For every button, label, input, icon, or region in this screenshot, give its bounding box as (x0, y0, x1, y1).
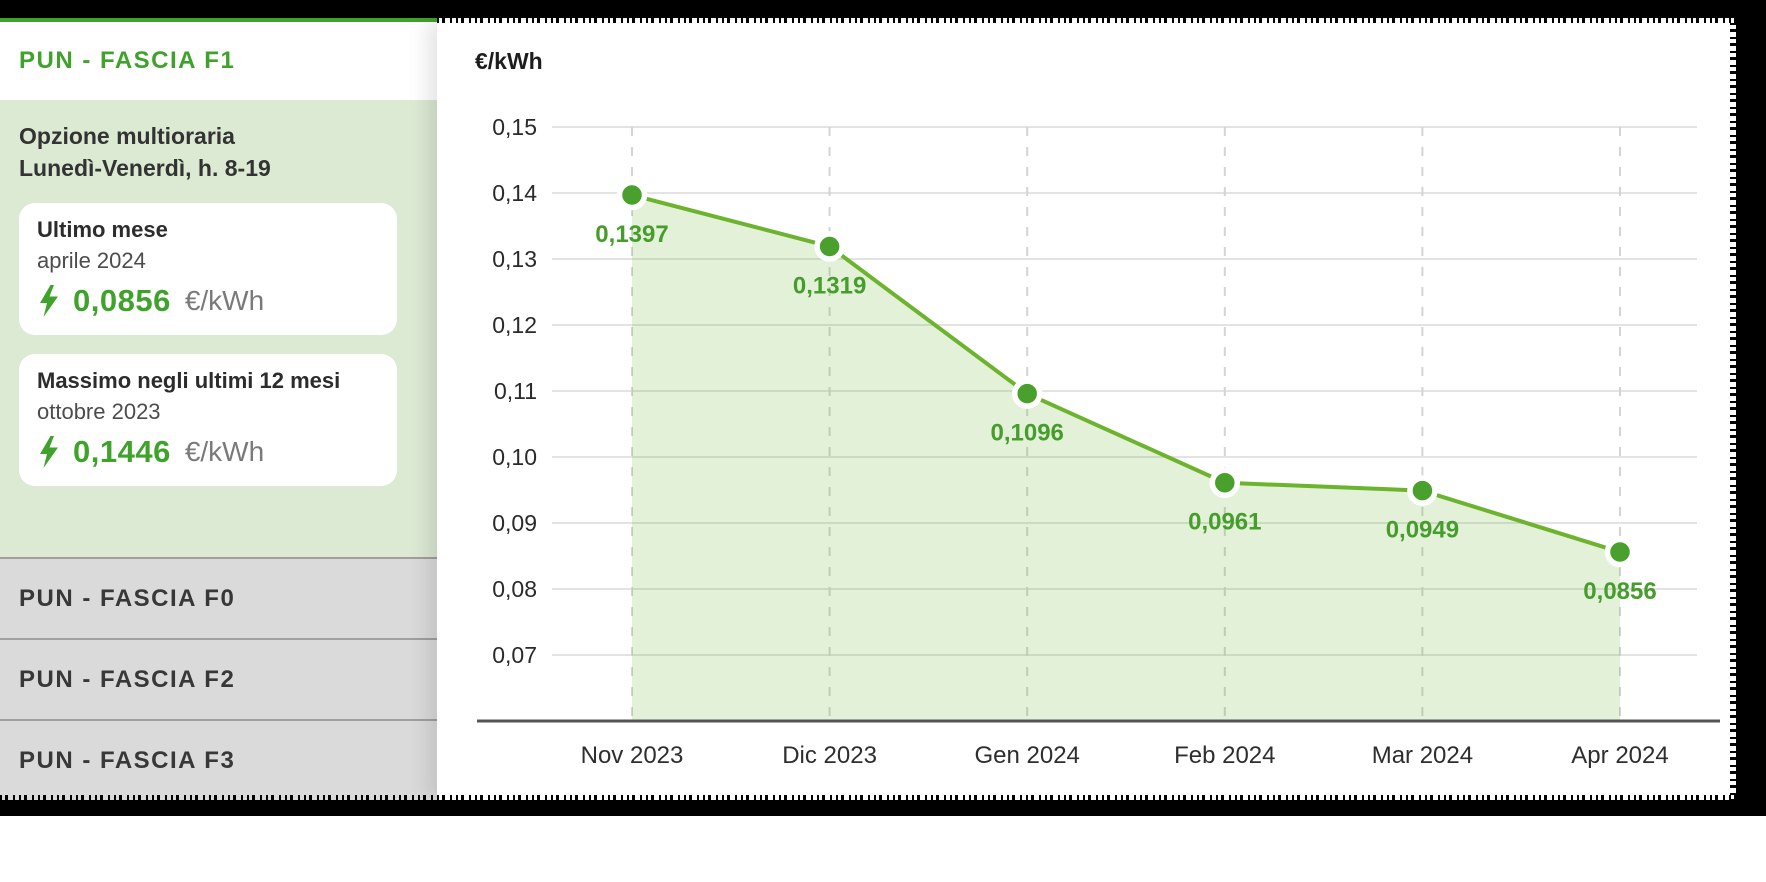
data-point-label: 0,0949 (1386, 517, 1459, 544)
card-title: Ultimo mese (37, 217, 168, 242)
price-chart-card: €/kWh 0,15 0,14 0,13 0,12 0,11 0,10 0,09 0,08 0,… (437, 20, 1737, 800)
lightning-bolt-icon (40, 436, 58, 468)
tab-label: PUN - FASCIA F0 (19, 584, 236, 612)
price-unit: €/kWh (184, 436, 265, 467)
tab-label: PUN - FASCIA F1 (19, 47, 236, 74)
price-value: 0,0856 (73, 283, 171, 318)
torn-edge-noise (1730, 0, 1736, 816)
lightning-bolt-icon (40, 285, 58, 317)
data-point[interactable] (1209, 467, 1241, 498)
card-value-row: 0,0856 €/kWh (37, 283, 379, 319)
y-axis-tick-label: 0,14 (492, 180, 537, 206)
fascia-tabs-sidebar: PUN - FASCIA F1 Opzione multioraria Lune… (0, 18, 437, 800)
torn-edge-top (0, 0, 1766, 18)
tab-pun-fascia-f3[interactable]: PUN - FASCIA F3 (0, 719, 437, 800)
area-fill (632, 194, 1620, 722)
data-point-label: 0,1319 (793, 272, 866, 299)
fascia-f1-detail-panel: Opzione multioraria Lunedì-Venerdì, h. 8… (0, 100, 437, 557)
y-axis-tick-label: 0,15 (492, 114, 537, 140)
data-point-label: 0,1397 (595, 221, 668, 248)
price-line-chart: 0,15 0,14 0,13 0,12 0,11 0,10 0,09 0,08 0,07 0,13… (477, 114, 1720, 769)
tab-pun-fascia-f1[interactable]: PUN - FASCIA F1 (0, 18, 437, 100)
tab-label: PUN - FASCIA F2 (19, 665, 236, 693)
y-axis-tick-label: 0,09 (492, 510, 537, 536)
y-axis-tick-label: 0,11 (494, 378, 537, 404)
y-axis-tick-label: 0,08 (492, 576, 537, 602)
last-month-card: Ultimo mese aprile 2024 0,0856 €/kWh (19, 203, 397, 335)
torn-edge-noise (437, 18, 1736, 23)
data-point[interactable] (1011, 378, 1043, 409)
card-period: ottobre 2023 (37, 399, 161, 424)
panel-heading: Opzione multioraria Lunedì-Venerdì, h. 8… (19, 120, 397, 184)
x-axis-tick-label: Mar 2024 (1372, 742, 1473, 769)
price-value: 0,1446 (73, 434, 171, 469)
torn-edge-right (1736, 0, 1766, 816)
panel-heading-line2: Lunedì-Venerdì, h. 8-19 (19, 155, 271, 181)
data-point[interactable] (616, 179, 648, 211)
y-axis-tick-label: 0,10 (492, 444, 537, 470)
panel-heading-line1: Opzione multioraria (19, 123, 235, 149)
chart-y-axis-title: €/kWh (475, 48, 543, 74)
x-axis-tick-label: Gen 2024 (974, 742, 1079, 769)
tab-pun-fascia-f0[interactable]: PUN - FASCIA F0 (0, 557, 437, 638)
data-point[interactable] (814, 231, 845, 262)
torn-edge-noise (0, 795, 1766, 800)
tab-pun-fascia-f2[interactable]: PUN - FASCIA F2 (0, 638, 437, 719)
y-axis-tick-label: 0,07 (492, 642, 537, 668)
y-axis-tick-label: 0,12 (492, 312, 537, 338)
y-axis-tick-label: 0,13 (492, 246, 537, 272)
x-axis-tick-label: Nov 2023 (581, 742, 684, 769)
x-axis-tick-label: Feb 2024 (1174, 742, 1275, 769)
data-point-label: 0,0856 (1583, 578, 1656, 605)
x-axis-tick-label: Apr 2024 (1571, 742, 1668, 769)
price-trend-line (630, 192, 1622, 555)
max-12-months-card: Massimo negli ultimi 12 mesi ottobre 202… (19, 354, 397, 486)
torn-edge-bottom (0, 800, 1766, 816)
x-axis-tick-label: Dic 2023 (782, 742, 877, 769)
tab-label: PUN - FASCIA F3 (19, 746, 236, 774)
card-value-row: 0,1446 €/kWh (37, 434, 379, 470)
data-point-label: 0,1096 (990, 420, 1063, 447)
data-point[interactable] (1604, 536, 1636, 568)
card-period: aprile 2024 (37, 248, 146, 273)
price-unit: €/kWh (184, 285, 265, 316)
data-point-label: 0,0961 (1188, 509, 1261, 536)
card-title: Massimo negli ultimi 12 mesi (37, 368, 341, 393)
data-point[interactable] (1407, 475, 1438, 506)
